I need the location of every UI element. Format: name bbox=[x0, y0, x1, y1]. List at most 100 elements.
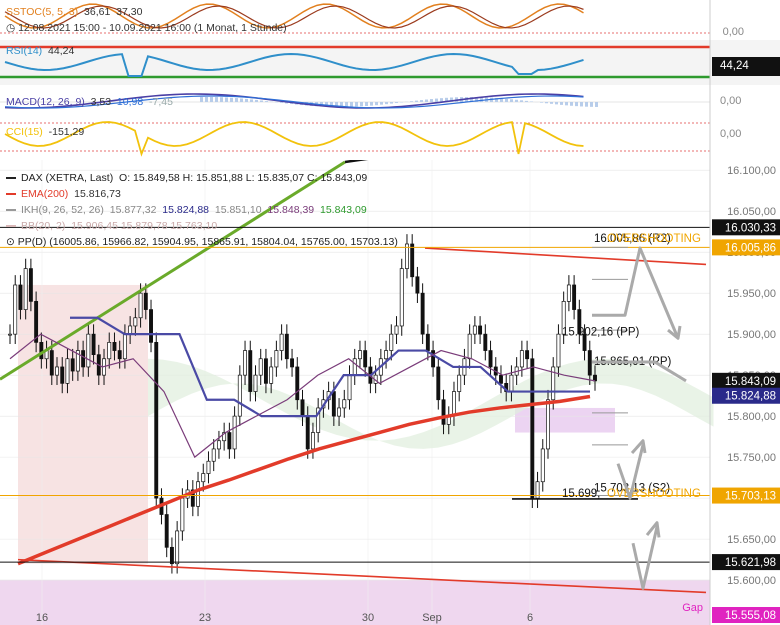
cci-value: -151,29 bbox=[48, 126, 85, 138]
price-tag-bg bbox=[712, 387, 780, 404]
macd-histogram-bar bbox=[285, 102, 288, 104]
candle-body bbox=[410, 243, 415, 278]
macd-histogram-bar bbox=[575, 102, 578, 107]
candle-body bbox=[196, 481, 200, 507]
ema-name: EMA(200) bbox=[21, 188, 69, 200]
macd-histogram-bar bbox=[250, 99, 253, 102]
macd-histogram-bar bbox=[450, 97, 453, 102]
r2-label: 16.005,86 (R2) bbox=[594, 233, 671, 245]
candle-body bbox=[358, 350, 362, 360]
macd-histogram-bar bbox=[435, 98, 438, 102]
price-tag-text: 15.843,09 bbox=[725, 376, 776, 388]
candle-body bbox=[310, 432, 315, 450]
cci-name: CCI(15) bbox=[6, 126, 43, 138]
candle-body bbox=[107, 342, 112, 360]
candle-body bbox=[572, 284, 577, 310]
y-tick-label: 15.950,00 bbox=[727, 288, 776, 300]
ikh-value-1: 15.877,32 bbox=[109, 204, 157, 216]
candle-body bbox=[133, 317, 138, 327]
macd-histogram-bar bbox=[505, 98, 508, 102]
candle-body bbox=[363, 350, 368, 368]
macd-histogram-bar bbox=[590, 102, 593, 107]
rsi-pane[interactable]: RSI(14) 44,24 44,24 bbox=[0, 40, 780, 85]
candle-body bbox=[227, 432, 232, 450]
cci-svg bbox=[0, 120, 780, 160]
candle-body bbox=[399, 268, 404, 327]
macd-histogram-bar bbox=[530, 101, 533, 102]
candle-body bbox=[112, 342, 117, 351]
macd-histogram-bar bbox=[430, 99, 433, 102]
macd-pane[interactable]: MACD(12, 26, 9) 3,53 10,98 -7,45 0,00 bbox=[0, 85, 780, 120]
lower-channel-line bbox=[17, 558, 707, 594]
y-tick-label: 15.650,00 bbox=[727, 534, 776, 546]
ikh-value-3: 15.851,10 bbox=[214, 204, 262, 216]
ikh-name: IKH(9, 26, 52, 26) bbox=[21, 204, 104, 216]
candle-body bbox=[23, 268, 28, 310]
macd-histogram-bar bbox=[200, 97, 203, 102]
stoch-value-1: 36,61 bbox=[84, 6, 111, 18]
candle-body bbox=[248, 350, 253, 392]
overshooting-bottom-label: OVERSHOOTING bbox=[607, 488, 701, 500]
price-tag-bg bbox=[712, 219, 780, 236]
candle-body bbox=[566, 284, 571, 302]
dax-title: DAX (XETRA, Last) bbox=[21, 172, 114, 184]
bb-name: BB(20, 2) bbox=[21, 220, 66, 232]
macd-histogram-bar bbox=[415, 100, 418, 102]
candle-body bbox=[60, 366, 65, 384]
candle-body bbox=[201, 473, 206, 483]
candle-body bbox=[175, 530, 180, 565]
macd-histogram-bar bbox=[380, 102, 383, 105]
macd-histogram-bar bbox=[545, 102, 548, 104]
dax-ohlc: O: 15.849,58 H: 15.851,88 L: 15.835,07 C… bbox=[119, 172, 368, 184]
rsi-svg bbox=[0, 40, 780, 85]
ema200-line bbox=[17, 394, 591, 566]
candle-body bbox=[436, 366, 441, 401]
macd-histogram-bar bbox=[555, 102, 558, 105]
macd-histogram-bar bbox=[500, 98, 503, 102]
macd-histogram-bar bbox=[595, 102, 598, 107]
macd-histogram-bar bbox=[230, 97, 233, 102]
y-tick-label: 15.800,00 bbox=[727, 411, 776, 423]
cci-pane[interactable]: CCI(15) -151,29 0,00 bbox=[0, 120, 780, 160]
macd-histogram-bar bbox=[385, 102, 388, 105]
price-tag-text: 15.703,13 bbox=[725, 491, 776, 503]
candle-body bbox=[18, 284, 23, 310]
price-tag-bg bbox=[712, 239, 780, 256]
candle-body bbox=[509, 374, 514, 392]
macd-histogram-bar bbox=[550, 102, 553, 104]
x-tick-label: 30 bbox=[362, 612, 374, 624]
candle-body bbox=[258, 358, 263, 376]
macd-histogram-bar bbox=[395, 102, 398, 104]
stochastic-pane[interactable]: SSTOC(5, 5, 3) 36,61 37,30 ◷ 12.08.2021 … bbox=[0, 0, 780, 40]
scenario-arrow-gap bbox=[631, 526, 659, 590]
macd-histogram-bar bbox=[420, 100, 423, 102]
macd-histogram-bar bbox=[390, 102, 393, 104]
candle-body bbox=[300, 399, 305, 417]
ema-value: 15.816,73 bbox=[74, 188, 121, 200]
macd-histogram-bar bbox=[570, 102, 573, 106]
candle-body bbox=[561, 301, 566, 335]
macd-histogram-bar bbox=[340, 102, 343, 107]
legend-dax: DAX (XETRA, Last) O: 15.849,58 H: 15.851… bbox=[6, 171, 367, 185]
candle-body bbox=[467, 333, 472, 360]
candle-body bbox=[384, 350, 389, 360]
candle-body bbox=[75, 350, 80, 372]
stoch-name: SSTOC(5, 5, 3) bbox=[6, 6, 79, 18]
cci-label: CCI(15) -151,29 bbox=[6, 126, 84, 138]
macd-histogram-bar bbox=[510, 99, 513, 102]
macd-histogram-bar bbox=[360, 102, 363, 107]
low-label: 15.699, bbox=[562, 488, 600, 500]
rsi-name: RSI(14) bbox=[6, 45, 43, 57]
scenario-arrow-down bbox=[616, 444, 645, 500]
upper-channel-line bbox=[424, 247, 707, 266]
overshooting-top-label: OVERSHOOTING bbox=[607, 233, 701, 245]
bb-values: 15.906,45 15.879,78 15.763,10 bbox=[71, 220, 218, 232]
macd-histogram-bar bbox=[265, 101, 268, 102]
macd-value-3: -7,45 bbox=[149, 96, 173, 108]
price-pane[interactable]: 16.005,86 (R2) OVERSHOOTING 15.902,16 (PP)… bbox=[0, 160, 780, 625]
candle-body bbox=[305, 415, 310, 450]
macd-svg bbox=[0, 85, 780, 120]
candle-body bbox=[128, 325, 133, 335]
ikh-value-5: 15.843,09 bbox=[319, 204, 367, 216]
stoch-label: SSTOC(5, 5, 3) 36,61 37,30 bbox=[6, 6, 142, 18]
